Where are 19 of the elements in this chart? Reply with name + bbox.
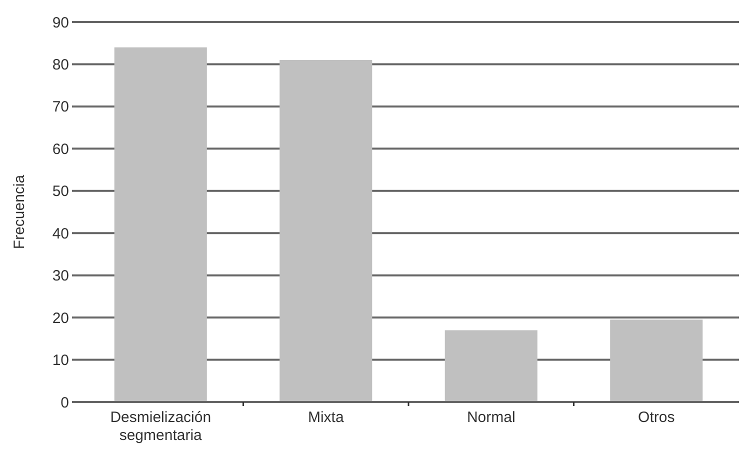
x-tick-label: Desmielización segmentaria [110,409,212,444]
x-tick-label: Mixta [308,409,344,426]
y-tick-label: 0 [60,394,69,412]
y-tick-label: 30 [52,268,69,285]
y-tick-label: 60 [52,140,69,158]
y-tick-label: 80 [52,56,69,74]
bar [444,330,538,402]
bar [610,320,703,402]
x-tick-label: Normal [466,409,516,426]
x-tick-label: Otros [638,409,675,426]
y-tick-label: 10 [52,352,69,370]
y-tick-label: 20 [52,310,69,327]
y-axis-title: Frecuencia [11,174,28,250]
y-tick-label: 40 [52,225,69,242]
bar [114,47,207,402]
y-tick-label: 90 [52,14,69,32]
y-tick-label: 70 [52,98,69,116]
y-tick-label: 50 [52,183,69,200]
bar [280,60,372,402]
